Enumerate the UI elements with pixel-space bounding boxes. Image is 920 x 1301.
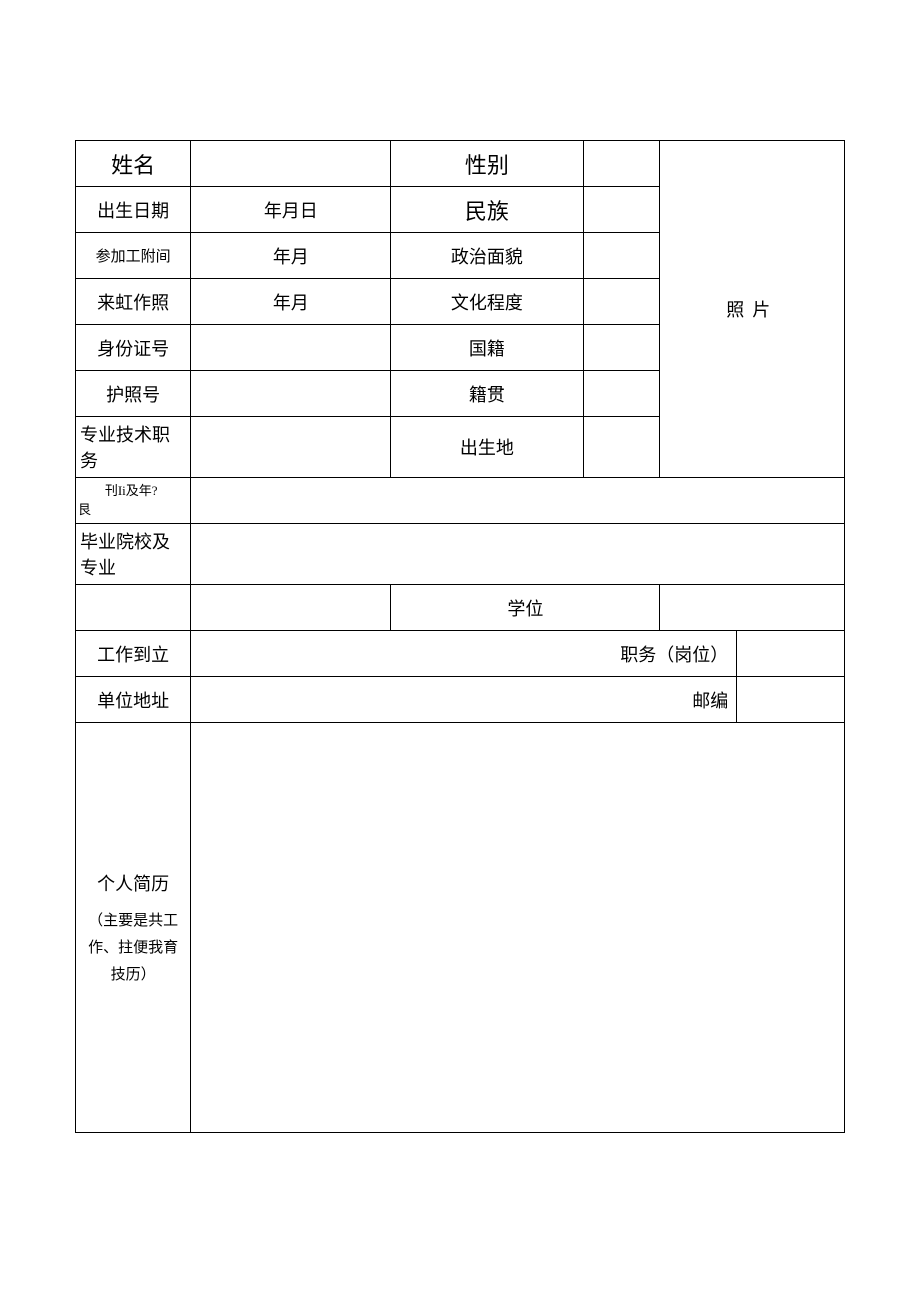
value-id-number [191,325,391,371]
value-ethnicity [583,187,660,233]
value-political [583,233,660,279]
label-resume: 个人简历 （主要是共工作、拄便我育技历） [76,723,191,1133]
value-birth-place [583,417,660,478]
value-postcode [737,677,845,723]
value-degree-left [191,585,391,631]
label-resume-sub: （主要是共工作、拄便我育技历） [86,908,180,989]
label-political: 政治面貌 [391,233,583,279]
label-periodical-line1: 刊Ii及年? [78,482,184,500]
label-work-start: 参加工附间 [76,233,191,279]
label-tech-title: 专业技术职务 [76,417,191,478]
label-birthdate: 出生日期 [76,187,191,233]
value-birthdate: 年月日 [191,187,391,233]
value-work-start: 年月 [191,233,391,279]
label-gender: 性别 [391,141,583,187]
value-education [583,279,660,325]
value-degree [660,585,845,631]
value-periodical [191,478,845,524]
label-native-place: 籍贯 [391,371,583,417]
personnel-form-table: 姓名 性别 照片 出生日期 年月日 民族 参加工附间 年月 政治面貌 来虹作照 … [75,140,845,1133]
label-periodical-line2: 艮 [78,501,184,519]
table-row: 单位地址 邮编 [76,677,845,723]
label-blank-degree [76,585,191,631]
label-name: 姓名 [76,141,191,187]
label-position: 职务（岗位） [191,631,737,677]
photo-cell: 照片 [660,141,845,478]
label-resume-main: 个人简历 [86,866,180,902]
value-come-work: 年月 [191,279,391,325]
label-degree: 学位 [391,585,660,631]
label-passport: 护照号 [76,371,191,417]
value-nationality [583,325,660,371]
table-row: 姓名 性别 照片 [76,141,845,187]
value-resume [191,723,845,1133]
value-passport [191,371,391,417]
value-tech-title [191,417,391,478]
table-row: 学位 [76,585,845,631]
label-nationality: 国籍 [391,325,583,371]
label-postcode: 邮编 [191,677,737,723]
label-periodical: 刊Ii及年? 艮 [76,478,191,524]
label-birth-place: 出生地 [391,417,583,478]
label-ethnicity: 民族 [391,187,583,233]
value-position [737,631,845,677]
label-grad-school: 毕业院校及专业 [76,524,191,585]
label-come-work: 来虹作照 [76,279,191,325]
value-gender [583,141,660,187]
label-work-unit: 工作到立 [76,631,191,677]
value-grad-school [191,524,845,585]
table-row: 毕业院校及专业 [76,524,845,585]
table-row: 工作到立 职务（岗位） [76,631,845,677]
value-native-place [583,371,660,417]
value-name [191,141,391,187]
table-row: 刊Ii及年? 艮 [76,478,845,524]
label-education: 文化程度 [391,279,583,325]
table-row: 个人简历 （主要是共工作、拄便我育技历） [76,723,845,1133]
label-id-number: 身份证号 [76,325,191,371]
label-unit-address: 单位地址 [76,677,191,723]
